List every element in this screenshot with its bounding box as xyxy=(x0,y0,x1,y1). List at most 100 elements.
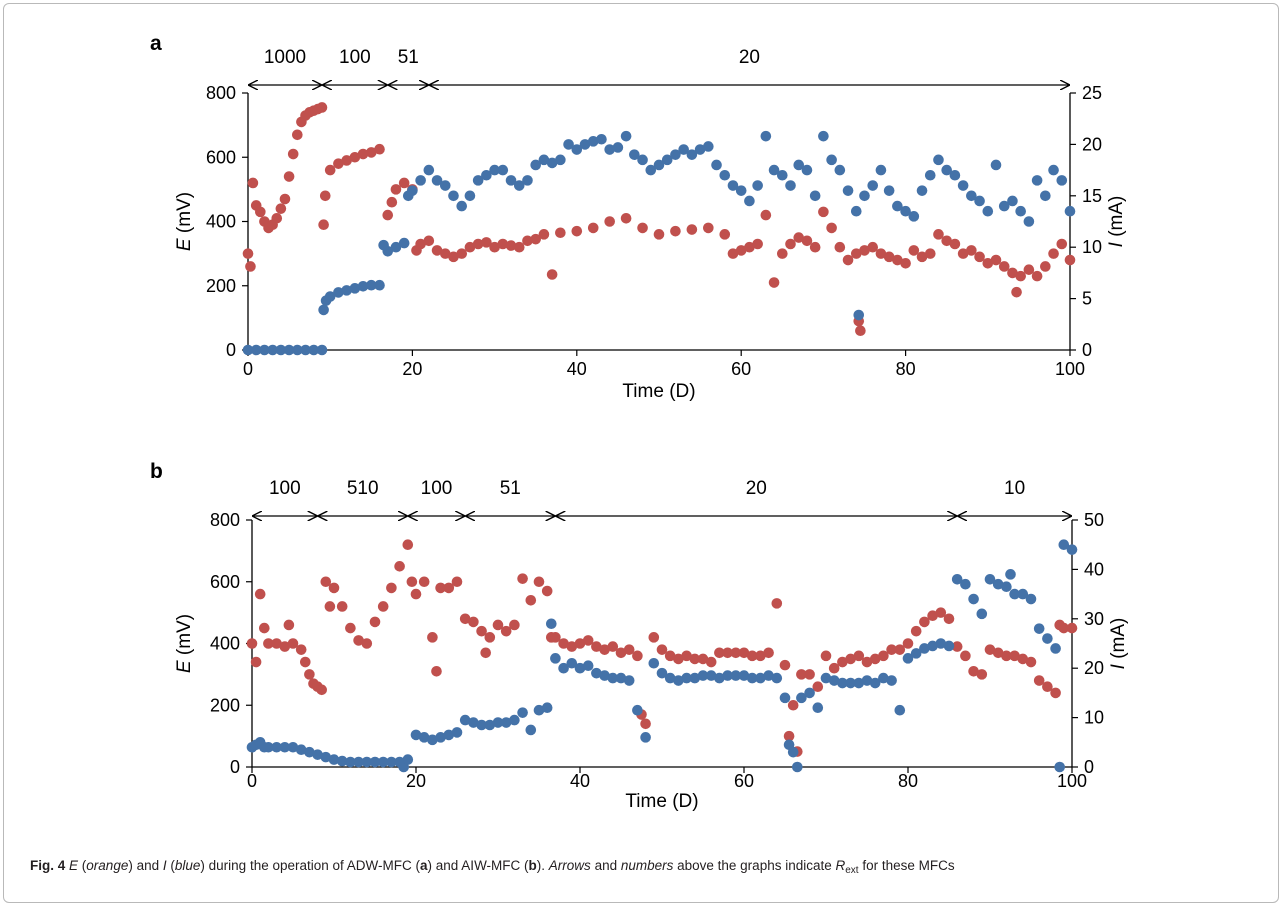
data-point-e xyxy=(287,148,299,160)
data-point-i xyxy=(861,675,873,686)
x-tick-label: 0 xyxy=(247,771,257,791)
data-point-i xyxy=(1066,544,1078,555)
data-point-e xyxy=(271,638,282,649)
data-point-i xyxy=(900,205,911,217)
data-point-i xyxy=(681,672,692,684)
rext-label: 20 xyxy=(746,478,767,499)
data-point-i xyxy=(960,578,971,590)
data-point-i xyxy=(951,573,963,585)
data-point-i xyxy=(513,180,525,191)
data-point-e xyxy=(292,129,303,141)
data-point-e xyxy=(768,277,780,288)
data-point-i xyxy=(919,643,930,654)
data-point-e xyxy=(386,582,397,594)
data-point-e xyxy=(369,616,381,628)
rext-label: 20 xyxy=(739,47,760,68)
data-point-e xyxy=(382,209,394,221)
panel-label: b xyxy=(150,460,163,483)
series-e-points xyxy=(242,102,1076,337)
data-point-i xyxy=(933,154,944,166)
data-point-i xyxy=(902,653,914,664)
data-point-i xyxy=(752,180,763,191)
data-point-i xyxy=(746,672,758,684)
data-point-i xyxy=(522,175,533,186)
data-point-e xyxy=(505,240,517,251)
data-point-i xyxy=(629,149,640,160)
data-point-i xyxy=(908,211,920,222)
data-point-i xyxy=(410,729,422,741)
caption-text: blue xyxy=(174,858,201,873)
data-point-e xyxy=(533,576,545,588)
data-point-i xyxy=(415,175,426,186)
data-point-e xyxy=(402,539,414,550)
data-point-i xyxy=(615,672,627,684)
x-tick-label: 20 xyxy=(402,359,422,379)
data-point-i xyxy=(878,672,889,684)
data-point-i xyxy=(1042,633,1053,644)
data-point-e xyxy=(941,235,952,247)
data-point-i xyxy=(984,573,996,585)
data-point-e xyxy=(1017,653,1029,665)
data-point-e xyxy=(319,190,331,202)
data-point-e xyxy=(390,184,402,195)
data-point-i xyxy=(892,200,903,212)
data-point-e xyxy=(828,662,840,674)
data-point-e xyxy=(423,235,435,247)
data-point-i xyxy=(538,154,550,166)
data-point-i xyxy=(489,164,500,176)
data-point-e xyxy=(886,644,897,655)
caption-text: ) during the operation of ADW-MFC ( xyxy=(200,858,421,873)
data-point-i xyxy=(308,344,320,356)
data-point-i xyxy=(318,304,329,316)
x-tick-label: 40 xyxy=(567,359,587,379)
data-point-i xyxy=(509,714,520,726)
data-point-e xyxy=(242,248,254,259)
rext-label: 100 xyxy=(339,47,371,68)
data-point-i xyxy=(968,593,979,605)
data-point-i xyxy=(1023,216,1035,227)
data-point-e xyxy=(919,616,930,628)
data-point-i xyxy=(333,287,344,298)
data-point-i xyxy=(697,670,709,681)
data-point-i xyxy=(481,169,492,181)
data-point-e xyxy=(349,151,361,163)
data-point-i xyxy=(472,175,484,186)
data-point-e xyxy=(673,653,684,665)
data-point-e xyxy=(984,644,996,655)
data-point-i xyxy=(587,136,599,147)
data-point-i xyxy=(459,714,471,726)
data-point-i xyxy=(361,756,373,768)
data-point-i xyxy=(328,754,340,765)
data-point-i xyxy=(1005,569,1016,580)
data-point-i xyxy=(1025,593,1037,605)
data-point-e xyxy=(571,225,583,237)
data-point-e xyxy=(386,196,398,208)
data-point-i xyxy=(1001,581,1012,592)
data-point-e xyxy=(752,238,763,250)
data-point-i xyxy=(1064,205,1076,217)
data-point-e xyxy=(998,261,1010,272)
caption-fig-label: Fig. 4 xyxy=(30,858,66,873)
data-point-e xyxy=(883,251,895,263)
data-point-e xyxy=(1056,238,1068,250)
data-point-i xyxy=(357,280,369,292)
data-point-e xyxy=(910,625,922,637)
y-left-tick-label: 200 xyxy=(206,276,236,296)
data-point-e xyxy=(1048,248,1059,259)
y-right-tick-label: 40 xyxy=(1084,559,1104,579)
data-point-e xyxy=(779,659,791,671)
data-point-e xyxy=(855,325,866,337)
panel-b: b0 20 40 60 80 100020040060080001020304050Tim… xyxy=(150,460,1129,812)
data-point-e xyxy=(283,619,295,631)
data-point-i xyxy=(850,205,862,217)
data-point-e xyxy=(456,248,468,259)
x-tick-label: 80 xyxy=(898,771,918,791)
data-point-i xyxy=(336,755,348,767)
data-point-e xyxy=(472,238,484,250)
data-point-e xyxy=(271,212,283,224)
data-point-i xyxy=(439,180,451,191)
data-point-e xyxy=(443,582,455,594)
y-axis-right-title: I (mA) xyxy=(1108,618,1129,670)
caption-text: for these MFCs xyxy=(858,858,955,873)
data-point-i xyxy=(607,672,619,684)
